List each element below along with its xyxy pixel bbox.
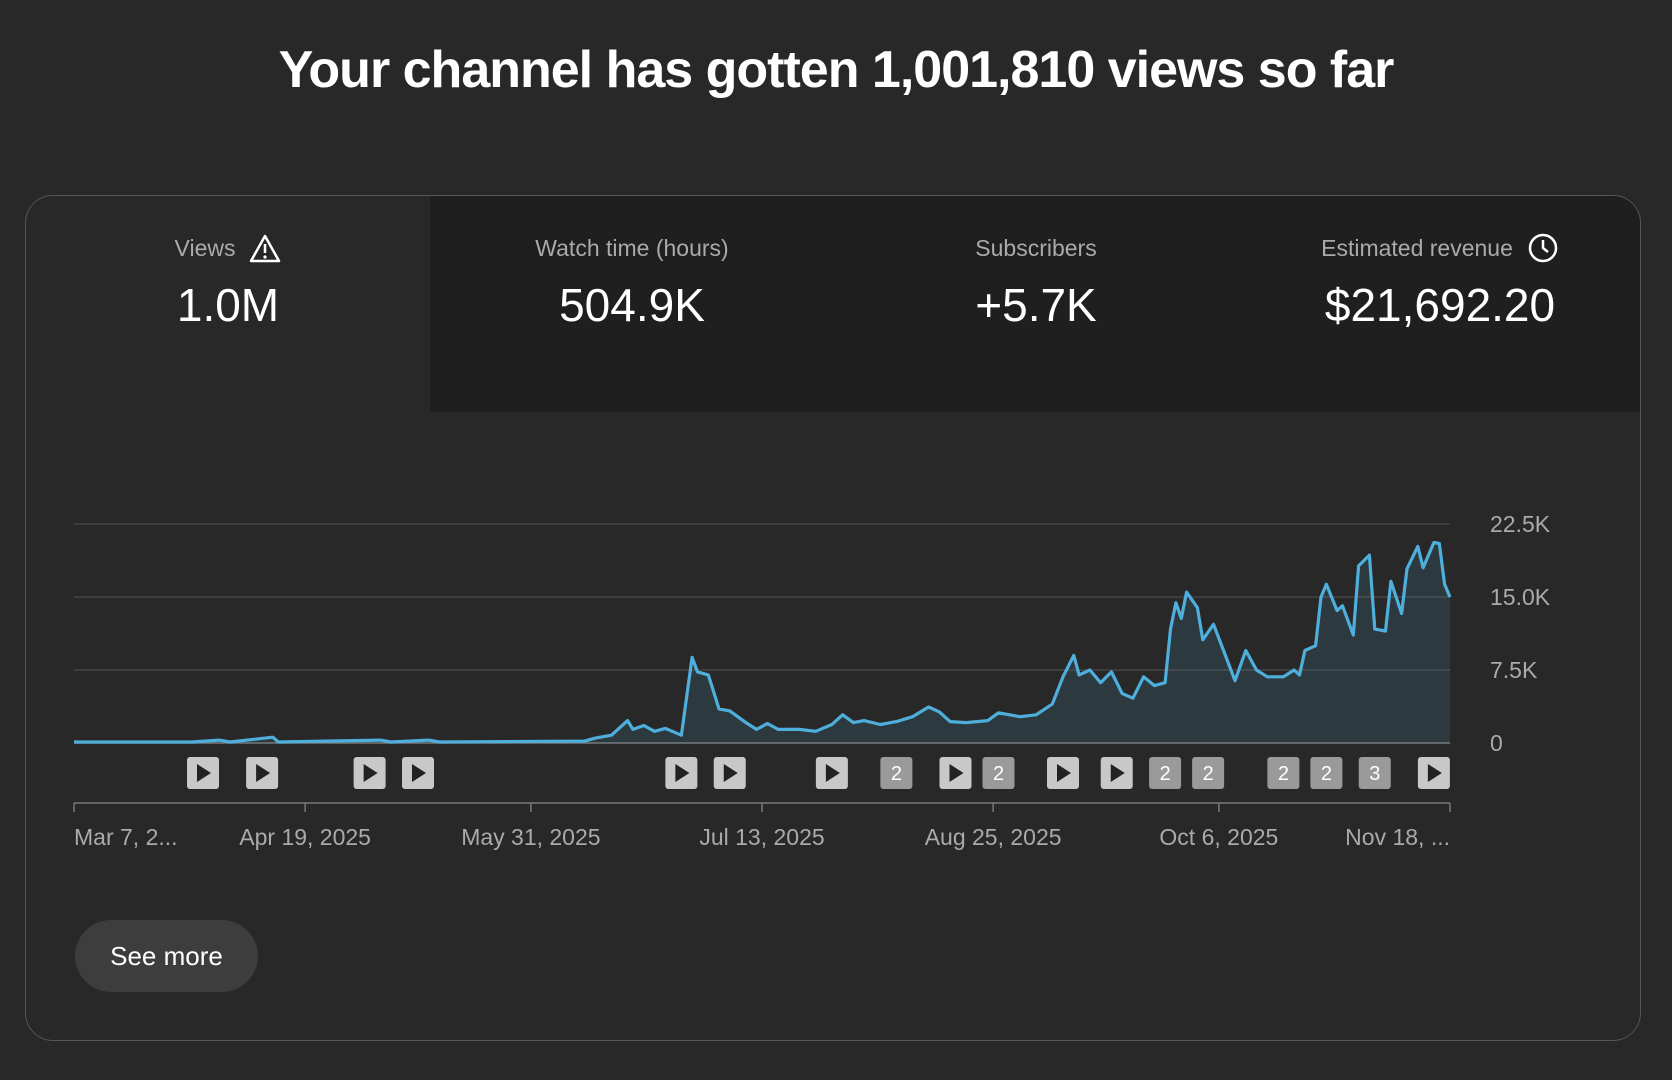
y-tick-label: 15.0K: [1490, 584, 1551, 610]
page-title: Your channel has gotten 1,001,810 views …: [278, 41, 1395, 99]
marker-box: [1149, 757, 1182, 789]
metric-tab[interactable]: Watch time (hours) 504.9K: [430, 196, 835, 412]
see-more-button[interactable]: See more: [75, 920, 258, 992]
clock-icon: [1528, 233, 1558, 263]
video-marker[interactable]: [1417, 757, 1450, 789]
y-tick-label: 7.5K: [1490, 657, 1538, 683]
video-marker[interactable]: [815, 757, 848, 789]
video-marker[interactable]: [353, 757, 386, 789]
x-tick-label: Jul 13, 2025: [699, 824, 824, 850]
y-tick-label: 22.5K: [1490, 511, 1551, 537]
marker-count: 3: [1369, 763, 1380, 785]
video-marker[interactable]: 2: [982, 757, 1015, 789]
video-marker[interactable]: 2: [1310, 757, 1343, 789]
marker-count: 2: [1321, 763, 1332, 785]
metric-value: 504.9K: [559, 279, 705, 331]
play-icon: [412, 764, 426, 782]
play-icon: [1110, 764, 1125, 782]
x-tick-label: May 31, 2025: [461, 824, 600, 850]
marker-box: [880, 757, 913, 789]
metric-tab[interactable]: Subscribers +5.7K: [834, 196, 1239, 412]
analytics-card: Views 1.0M Watch time (hours) 504.9K Sub…: [25, 195, 1641, 1041]
play-icon: [256, 764, 271, 782]
play-icon: [1057, 764, 1071, 782]
video-marker[interactable]: [187, 757, 219, 789]
marker-box: [1310, 757, 1343, 789]
metric-label: Watch time (hours): [535, 234, 729, 261]
x-tick-label: Oct 6, 2025: [1159, 824, 1278, 850]
y-tick-label: 0: [1490, 730, 1503, 756]
x-tick-label: Mar 7, 2...: [74, 824, 178, 850]
play-icon: [723, 764, 738, 782]
play-icon: [949, 764, 964, 782]
video-marker[interactable]: 2: [880, 757, 913, 789]
video-marker[interactable]: [1047, 757, 1079, 789]
marker-box: [1267, 757, 1300, 789]
video-marker[interactable]: [665, 757, 698, 789]
line: [74, 540, 1452, 744]
play-icon: [197, 764, 211, 782]
video-marker[interactable]: [1100, 757, 1133, 789]
metric-value: 1.0M: [176, 279, 280, 331]
metric-value: +5.7K: [975, 279, 1097, 331]
video-marker[interactable]: [402, 757, 434, 789]
video-marker[interactable]: 2: [1149, 757, 1182, 789]
play-icon: [363, 764, 378, 782]
metric-label: Views: [174, 234, 236, 261]
marker-box: [1358, 757, 1391, 789]
warning-icon: [250, 234, 281, 263]
marker-count: 2: [1203, 763, 1214, 785]
metric-value: $21,692.20: [1324, 279, 1556, 331]
metric-label: Subscribers: [975, 234, 1097, 261]
video-marker[interactable]: [939, 757, 972, 789]
marker-count: 2: [891, 763, 902, 785]
metric-label: Estimated revenue: [1321, 234, 1513, 261]
video-marker[interactable]: 3: [1358, 757, 1391, 789]
play-icon: [675, 764, 690, 782]
play-icon: [825, 764, 840, 782]
x-tick-label: Aug 25, 2025: [925, 824, 1062, 850]
video-marker[interactable]: [246, 757, 279, 789]
marker-box: [1192, 757, 1225, 789]
marker-count: 2: [993, 763, 1004, 785]
metric-tab[interactable]: Estimated revenue $21,692.20: [1238, 196, 1640, 412]
video-marker[interactable]: 2: [1267, 757, 1300, 789]
area: [74, 542, 1450, 743]
marker-count: 2: [1160, 763, 1171, 785]
video-marker[interactable]: 2: [1192, 757, 1225, 789]
x-tick-label: Nov 18, ...: [1345, 824, 1450, 850]
x-tick-label: Apr 19, 2025: [239, 824, 371, 850]
metric-tab[interactable]: Views 1.0M: [26, 196, 431, 412]
marker-count: 2: [1278, 763, 1289, 785]
video-marker[interactable]: [713, 757, 746, 789]
play-icon: [1427, 764, 1442, 782]
marker-box: [982, 757, 1015, 789]
